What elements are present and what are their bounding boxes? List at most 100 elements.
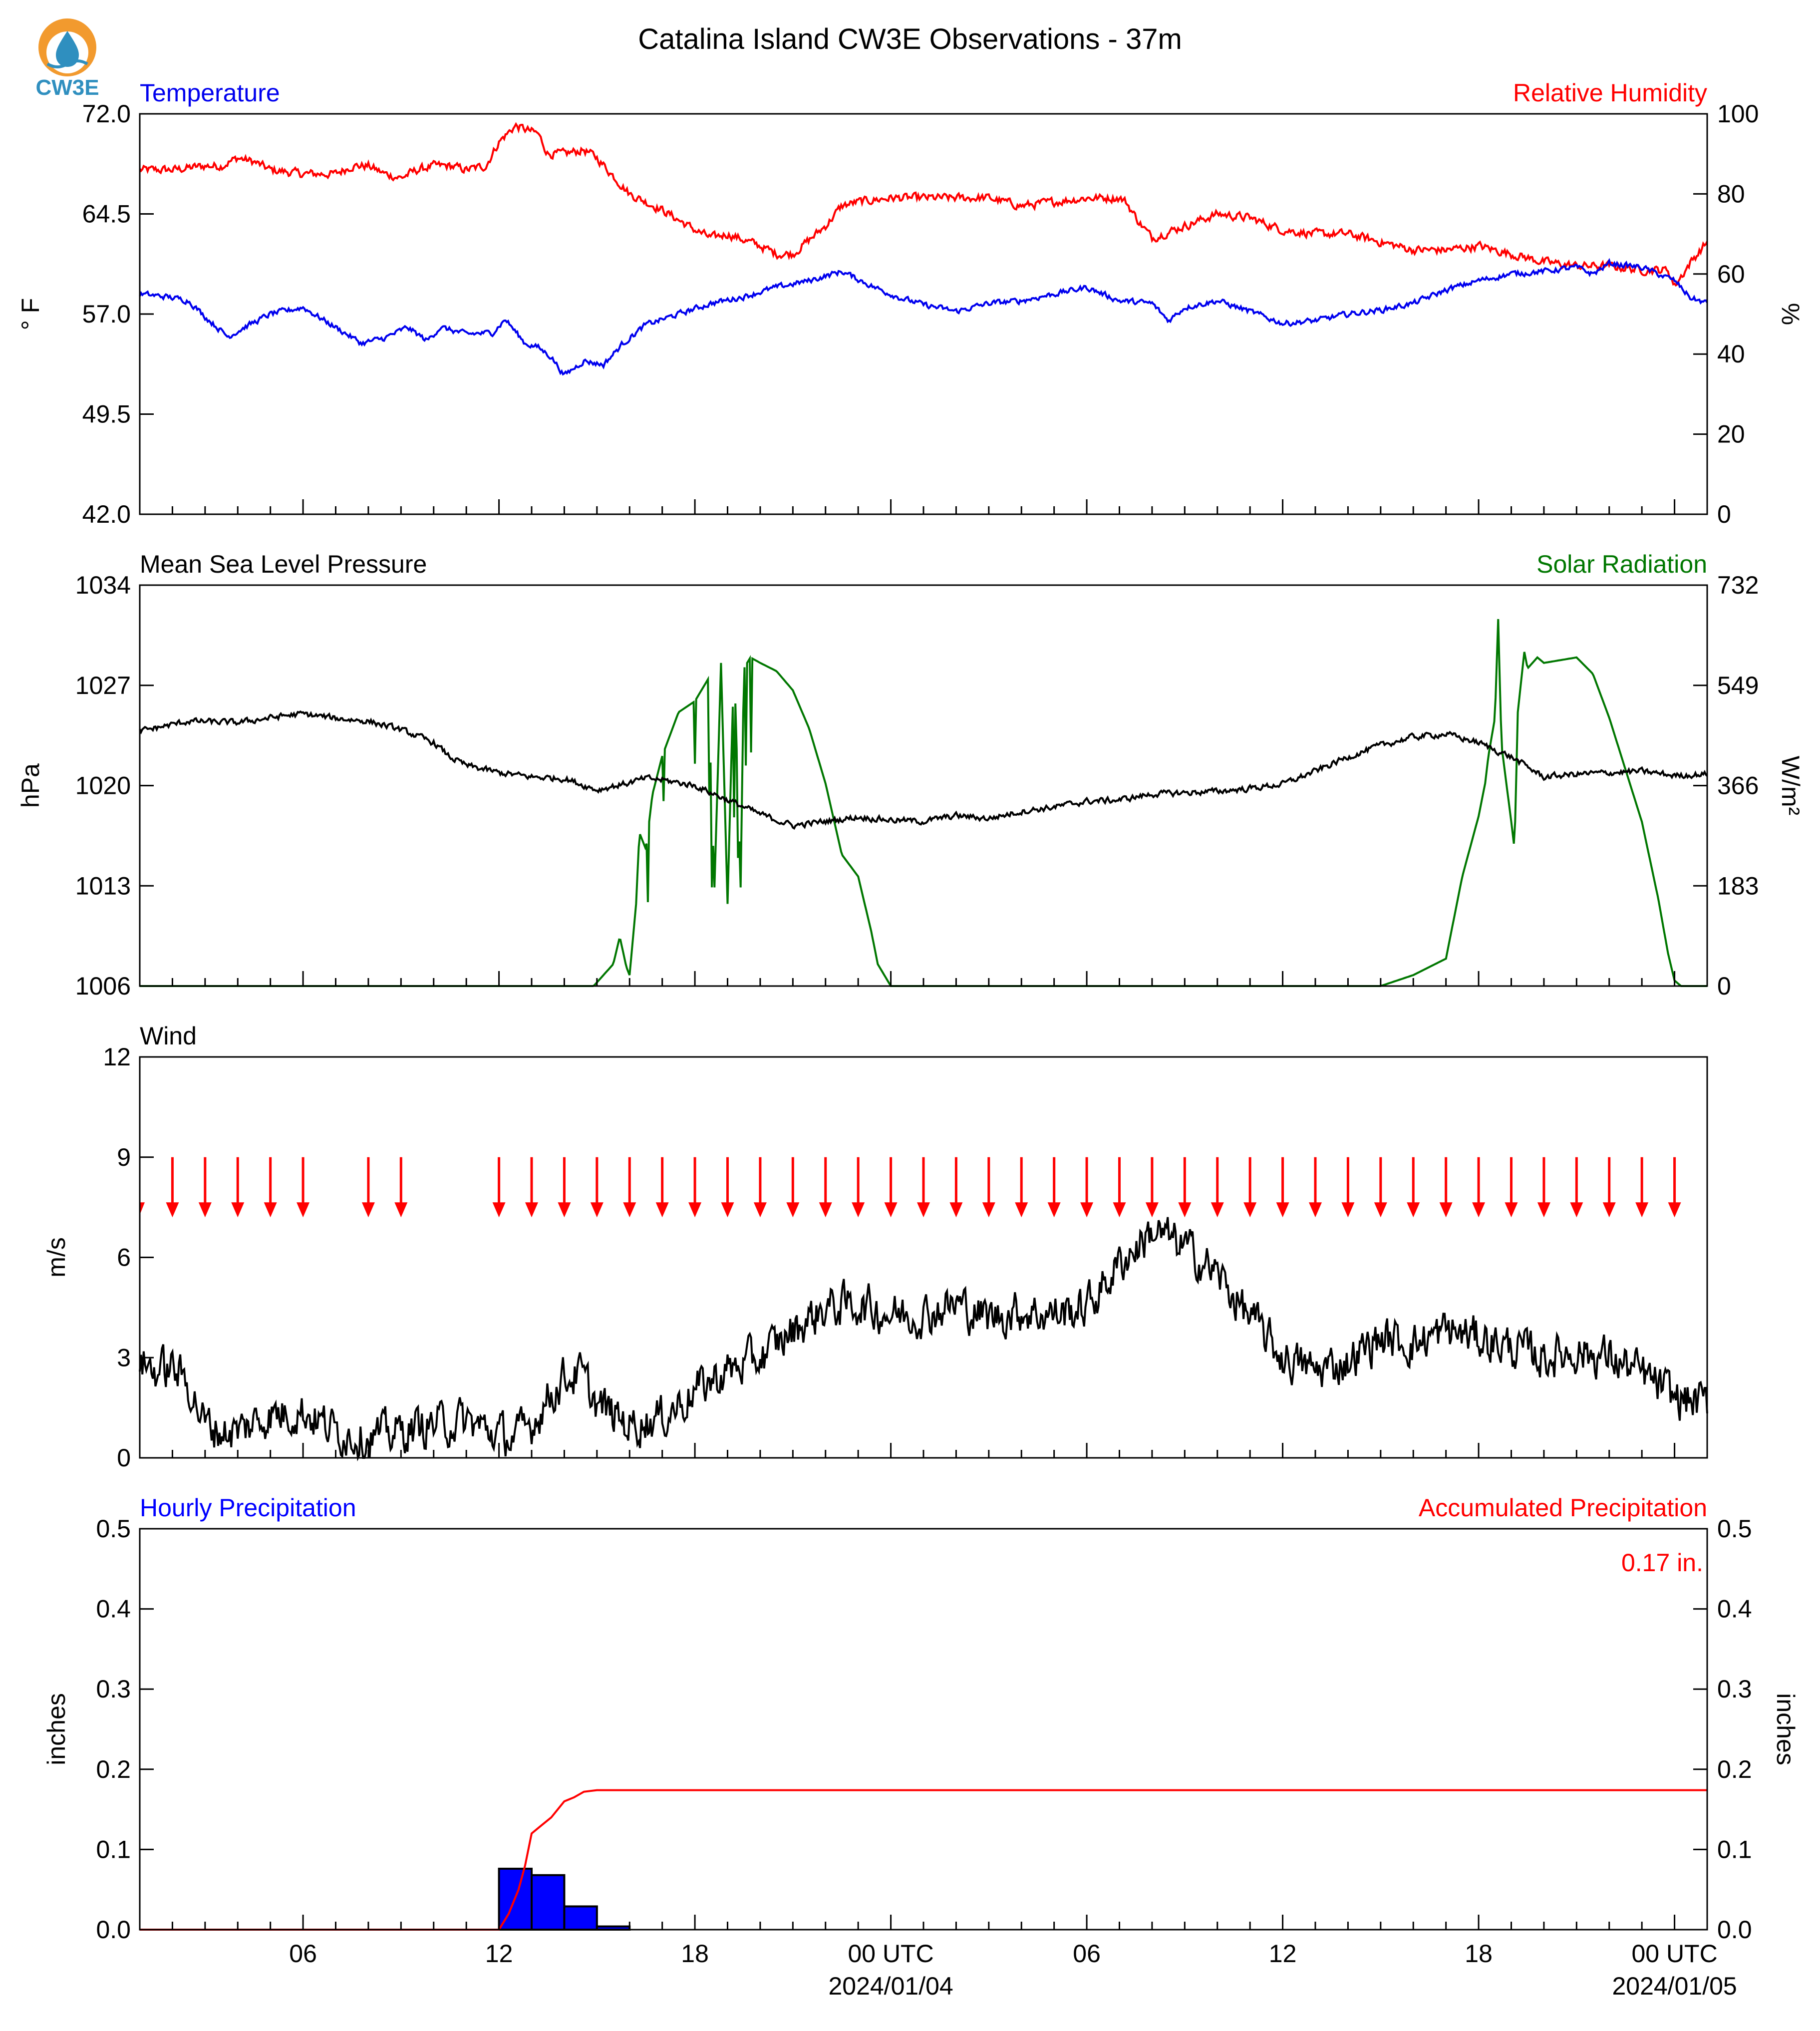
- precip-total-label: 0.17 in.: [1621, 1549, 1703, 1577]
- series-wind-speed: [139, 1217, 1708, 1462]
- series-accumulated-precip: [140, 1789, 1707, 1931]
- y-tick-label: 1020: [75, 772, 131, 800]
- panel-pressure-solar: 1006 1013 1020 1027 1034 0 183 366 549 732 Mean Se…: [16, 550, 1805, 1000]
- panel-title-left: Mean Sea Level Pressure: [140, 550, 427, 578]
- panel-temperature-humidity: 42.0 49.5 57.0 64.5 72.0 0 20 40 60 80 100 Temperat…: [16, 79, 1805, 528]
- wind-arrow-head: [166, 1202, 179, 1218]
- x-tick-label: 00 UTC: [1631, 1940, 1717, 1968]
- y-axis-label: inches: [42, 1693, 70, 1765]
- chart-title: Catalina Island CW3E Observations - 37m: [638, 23, 1182, 55]
- y-tick-label: 0.4: [96, 1595, 131, 1623]
- cw3e-logo: CW3E: [35, 18, 99, 100]
- y-right-tick-label: 366: [1717, 772, 1759, 800]
- wind-arrow-head: [786, 1202, 800, 1218]
- y-tick-label: 3: [117, 1344, 131, 1371]
- panel-title-left: Hourly Precipitation: [140, 1494, 356, 1522]
- panels: 42.049.557.064.572.0020406080100Temperat…: [16, 79, 1805, 2000]
- y-tick-label: 1013: [75, 872, 131, 900]
- y-right-tick-label: 20: [1717, 420, 1745, 448]
- y-tick-label: 42.0: [82, 500, 131, 528]
- wind-arrow-head: [1047, 1202, 1061, 1218]
- y-tick-label: 0.3: [96, 1675, 131, 1703]
- y-axis-label-right: W/m²: [1777, 756, 1805, 815]
- wind-arrow-head: [1472, 1202, 1486, 1218]
- y-tick-label: 9: [117, 1143, 131, 1171]
- y-tick-label: 0: [117, 1444, 131, 1472]
- wind-arrow-head: [231, 1202, 245, 1218]
- wind-arrow-head: [982, 1202, 995, 1218]
- y-tick-label: 0.5: [96, 1515, 131, 1543]
- wind-arrow-head: [297, 1202, 310, 1218]
- wind-arrow-head: [1505, 1202, 1518, 1218]
- wind-arrow-head: [688, 1202, 702, 1218]
- y-right-tick-label: 0.3: [1717, 1675, 1752, 1703]
- panel-title-right: Solar Radiation: [1536, 550, 1707, 578]
- logo-wave-icon: [46, 59, 88, 68]
- y-right-tick-label: 549: [1717, 672, 1759, 699]
- logo-text: CW3E: [35, 75, 99, 100]
- y-tick-label: 1027: [75, 672, 131, 699]
- wind-arrow-head: [917, 1202, 930, 1218]
- y-right-tick-label: 40: [1717, 340, 1745, 368]
- x-tick-label: 12: [1269, 1940, 1297, 1968]
- x-date-label: 2024/01/04: [828, 1972, 953, 2000]
- panel-title-right: Accumulated Precipitation: [1419, 1494, 1707, 1522]
- wind-arrow-head: [1113, 1202, 1126, 1218]
- wind-arrow-head: [949, 1202, 963, 1218]
- wind-arrow-head: [361, 1202, 375, 1218]
- x-tick-label: 12: [485, 1940, 513, 1968]
- wind-arrow-head: [590, 1202, 604, 1218]
- y-right-tick-label: 0.5: [1717, 1515, 1752, 1543]
- wind-arrow-head: [721, 1202, 734, 1218]
- wind-arrow-head: [1602, 1202, 1616, 1218]
- y-tick-label: 12: [103, 1043, 131, 1071]
- series-relative-humidity: [139, 122, 1708, 287]
- wind-arrow-edge: [140, 1202, 145, 1215]
- y-right-tick-label: 183: [1717, 872, 1759, 900]
- wind-arrow-head: [1341, 1202, 1355, 1218]
- wind-arrow-head: [198, 1202, 212, 1218]
- y-tick-label: 49.5: [82, 400, 131, 428]
- wind-arrow-head: [884, 1202, 898, 1218]
- y-right-tick-label: 100: [1717, 100, 1759, 128]
- series-pressure: [139, 710, 1708, 830]
- y-right-tick-label: 0.0: [1717, 1916, 1752, 1944]
- wind-arrow-head: [1145, 1202, 1159, 1218]
- panel-wind: 0 3 6 9 12 Wind m/s: [42, 1022, 1708, 1472]
- y-right-tick-label: 0.1: [1717, 1835, 1752, 1863]
- y-tick-label: 1034: [75, 571, 131, 599]
- x-tick-label: 18: [681, 1940, 709, 1968]
- y-tick-label: 57.0: [82, 300, 131, 328]
- wind-arrow-head: [1243, 1202, 1257, 1218]
- y-right-tick-label: 80: [1717, 180, 1745, 208]
- wind-arrow-head: [753, 1202, 767, 1218]
- wind-arrows: [140, 1157, 1681, 1218]
- y-right-tick-label: 0: [1717, 500, 1731, 528]
- y-axis-label-right: %: [1777, 303, 1805, 325]
- y-tick-label: 72.0: [82, 100, 131, 128]
- x-tick-label: 06: [1073, 1940, 1101, 1968]
- wind-arrow-head: [1015, 1202, 1028, 1218]
- y-right-tick-label: 0.4: [1717, 1595, 1752, 1623]
- wind-arrow-head: [1211, 1202, 1224, 1218]
- y-tick-label: 6: [117, 1244, 131, 1272]
- series-temperature: [139, 258, 1708, 376]
- wind-arrow-head: [1570, 1202, 1583, 1218]
- y-right-tick-label: 0.2: [1717, 1755, 1752, 1783]
- y-axis-label-right: inches: [1772, 1693, 1800, 1765]
- panel-title-left: Temperature: [140, 79, 280, 107]
- y-axis-label: ° F: [16, 298, 44, 330]
- wind-arrow-head: [1276, 1202, 1289, 1218]
- wind-arrow-head: [1178, 1202, 1192, 1218]
- wind-arrow-head: [1407, 1202, 1420, 1218]
- wind-arrow-head: [1080, 1202, 1094, 1218]
- y-tick-label: 0.2: [96, 1755, 131, 1783]
- wind-arrow-head: [492, 1202, 506, 1218]
- x-tick-label: 18: [1465, 1940, 1493, 1968]
- precip-bar: [563, 1905, 598, 1931]
- wind-arrow-head: [1374, 1202, 1387, 1218]
- wind-arrow-head: [1309, 1202, 1322, 1218]
